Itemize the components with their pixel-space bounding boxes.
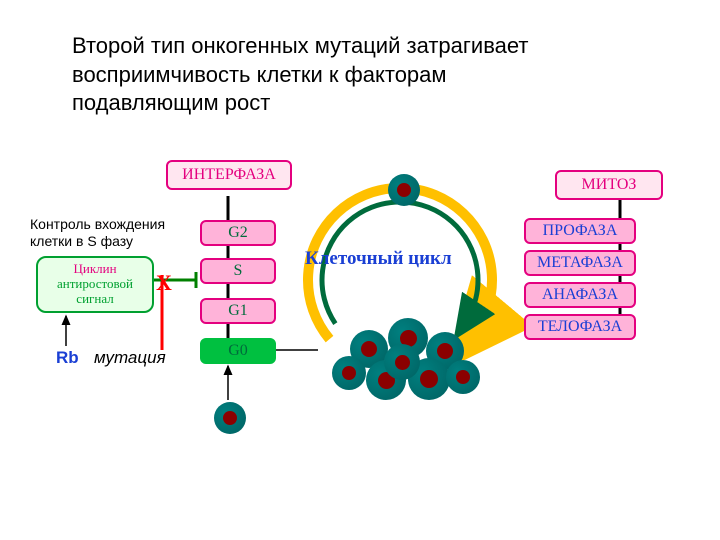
- interphase-phase-1: S: [200, 258, 276, 284]
- interphase-phase-0: G2: [200, 220, 276, 246]
- cyclin-box: Циклин антиростовой сигнал: [36, 256, 154, 313]
- cell-cluster-6: [446, 360, 480, 394]
- interphase-phase-3: G0: [200, 338, 276, 364]
- diagram-canvas: Второй тип онкогенных мутаций затрагивае…: [0, 0, 720, 540]
- rb-label: Rb: [56, 348, 79, 368]
- mitosis-phase-0: ПРОФАЗА: [524, 218, 636, 244]
- x-mark: X: [156, 270, 172, 296]
- mitosis-phase-2: АНАФАЗА: [524, 282, 636, 308]
- control-label-line1: Контроль вхождения: [30, 216, 165, 232]
- cell-cluster-7: [384, 344, 420, 380]
- control-label: Контроль вхождения клетки в S фазу: [30, 216, 165, 250]
- interphase-phase-2: G1: [200, 298, 276, 324]
- cell-top: [388, 174, 420, 206]
- cyclin-line1: Циклин: [41, 262, 149, 277]
- interphase-header: ИНТЕРФАЗА: [166, 160, 292, 190]
- mitosis-header: МИТОЗ: [555, 170, 663, 200]
- cyclin-line2: антиростовой: [41, 277, 149, 292]
- page-title: Второй тип онкогенных мутаций затрагивае…: [72, 32, 592, 118]
- center-label: Клеточный цикл: [305, 248, 452, 270]
- cell-bottom-single: [214, 402, 246, 434]
- mutation-label: мутация: [94, 348, 166, 368]
- cell-cluster-5: [332, 356, 366, 390]
- mitosis-phase-1: МЕТАФАЗА: [524, 250, 636, 276]
- control-label-line2: клетки в S фазу: [30, 233, 133, 249]
- cyclin-line3: сигнал: [41, 292, 149, 307]
- mitosis-phase-3: ТЕЛОФАЗА: [524, 314, 636, 340]
